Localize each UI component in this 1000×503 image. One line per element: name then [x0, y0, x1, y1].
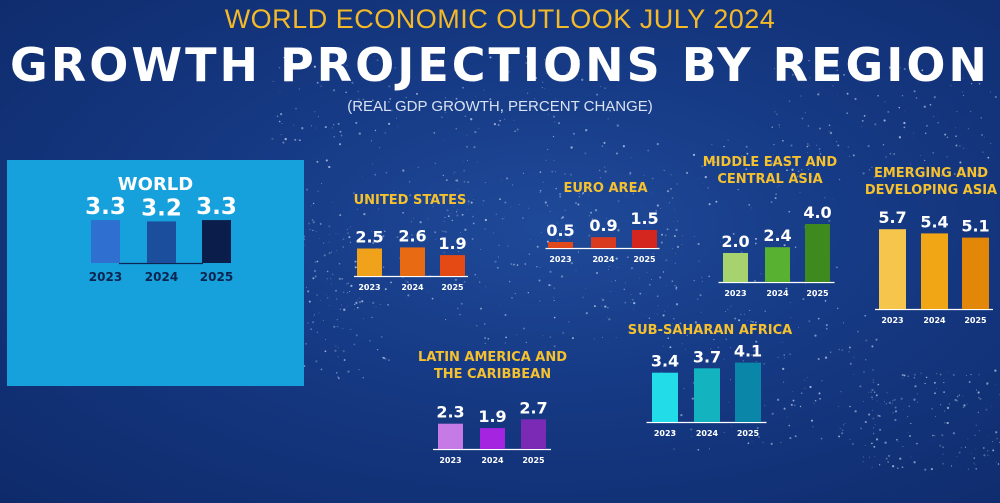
data-label-2023: 0.5	[546, 221, 574, 240]
data-label-2023: 2.0	[721, 232, 749, 251]
category-label-2024: 2024	[696, 429, 719, 438]
category-label-2025: 2025	[737, 429, 760, 438]
bar-2023	[357, 248, 382, 276]
bar-2025	[440, 255, 465, 276]
bar-2025	[735, 362, 761, 422]
category-label-2025: 2025	[522, 456, 545, 465]
data-label-2025: 4.1	[734, 342, 762, 361]
chart-title-euro-area: EURO AREA	[563, 181, 648, 196]
category-label-2023: 2023	[439, 456, 461, 465]
category-label-2025: 2025	[964, 316, 987, 325]
data-label-2024: 2.4	[763, 226, 791, 245]
category-label-2024: 2024	[401, 283, 424, 292]
panel-middle-east-central-asia: MIDDLE EAST AND CENTRAL ASIA 2.0 2023 2.4 2…	[695, 152, 845, 298]
category-label-2023: 2023	[654, 429, 676, 438]
chart-world: 3.3 2023 3.2 2024 3.3 2025	[85, 194, 237, 284]
panel-latin-america-caribbean: LATIN AMERICA AND THE CARIBBEAN 2.3 2023 1…	[415, 347, 570, 467]
bar-2023	[652, 372, 678, 422]
chart-latin-america-caribbean: 2.3 2023 1.9 2024 2.7 2025	[433, 398, 551, 465]
data-label-2025: 1.5	[630, 209, 658, 228]
bar-2023	[879, 229, 906, 309]
panel-sub-saharan-africa: SUB-SAHARAN AFRICA 3.4 2023 3.7 2024 4.1 2025	[620, 320, 800, 440]
panel-euro-area: EURO AREA 0.5 2023 0.9 2024 1.5 2025	[538, 178, 673, 268]
category-label-2025: 2025	[441, 283, 464, 292]
chart-title-world: WORLD	[117, 174, 194, 195]
bar-2023	[723, 253, 748, 282]
world-panel: WORLD 3.3 2023 3.2 2024 3.3 2025	[7, 160, 304, 386]
bar-2024	[147, 221, 176, 263]
chart-title-latin-america-caribbean: LATIN AMERICA AND THE CARIBBEAN	[417, 350, 568, 382]
category-label-2024: 2024	[923, 316, 946, 325]
data-label-2023: 5.7	[878, 208, 906, 227]
bar-2024	[480, 428, 505, 449]
category-label-2024: 2024	[481, 456, 504, 465]
data-label-2025: 4.0	[803, 203, 831, 222]
chart-title-united-states: UNITED STATES	[353, 193, 467, 208]
bar-2025	[962, 237, 989, 309]
chart-united-states: 2.5 2023 2.6 2024 1.9 2025	[354, 226, 468, 292]
bar-2024	[765, 247, 790, 282]
data-label-2023: 3.4	[651, 352, 679, 371]
data-label-2024: 2.6	[398, 226, 426, 245]
bar-2025	[805, 224, 830, 282]
category-label-2025: 2025	[806, 289, 829, 298]
chart-middle-east-central-asia: 2.0 2023 2.4 2024 4.0 2025	[718, 203, 835, 298]
page-title: GROWTH PROJECTIONS BY REGION	[10, 38, 990, 92]
chart-emerging-developing-asia: 5.7 2023 5.4 2024 5.1 2025	[875, 208, 993, 325]
bar-2023	[438, 423, 463, 449]
data-label-2024: 3.2	[141, 195, 182, 221]
category-label-2023: 2023	[89, 270, 122, 284]
bar-2023	[91, 220, 120, 263]
report-title: WORLD ECONOMIC OUTLOOK JULY 2024	[224, 4, 776, 34]
data-label-2024: 0.9	[589, 216, 617, 235]
data-label-2024: 1.9	[478, 407, 506, 426]
data-label-2025: 3.3	[196, 194, 237, 220]
category-label-2024: 2024	[592, 255, 615, 264]
page-subtitle: (REAL GDP GROWTH, PERCENT CHANGE)	[347, 98, 653, 115]
chart-title-sub-saharan-africa: SUB-SAHARAN AFRICA	[627, 323, 793, 338]
bar-2025	[632, 230, 657, 248]
bar-2024	[591, 237, 616, 248]
panel-emerging-developing-asia: EMERGING AND DEVELOPING ASIA 5.7 2023 5.4 2…	[862, 163, 1000, 325]
category-label-2023: 2023	[358, 283, 380, 292]
bar-2025	[202, 220, 231, 263]
data-label-2023: 2.3	[436, 403, 464, 422]
category-label-2025: 2025	[633, 255, 656, 264]
category-label-2023: 2023	[724, 289, 746, 298]
data-label-2025: 5.1	[961, 217, 989, 236]
bar-2024	[921, 233, 948, 309]
bar-2025	[521, 419, 546, 449]
data-label-2024: 3.7	[693, 347, 721, 366]
data-label-2025: 2.7	[519, 398, 547, 417]
bar-2024	[694, 368, 720, 422]
category-label-2023: 2023	[549, 255, 571, 264]
chart-sub-saharan-africa: 3.4 2023 3.7 2024 4.1 2025	[646, 342, 767, 438]
category-label-2024: 2024	[145, 270, 178, 284]
category-label-2024: 2024	[766, 289, 789, 298]
category-label-2023: 2023	[881, 316, 903, 325]
data-label-2023: 2.5	[355, 228, 383, 247]
category-label-2025: 2025	[200, 270, 233, 284]
bar-2024	[400, 247, 425, 276]
chart-title-middle-east-central-asia: MIDDLE EAST AND CENTRAL ASIA	[702, 155, 838, 187]
bar-2023	[548, 242, 573, 248]
panel-united-states: UNITED STATES 2.5 2023 2.6 2024 1.9 2025	[340, 190, 480, 300]
data-label-2024: 5.4	[920, 212, 948, 231]
data-label-2023: 3.3	[85, 194, 126, 220]
chart-title-emerging-developing-asia: EMERGING AND DEVELOPING ASIA	[864, 166, 998, 198]
chart-euro-area: 0.5 2023 0.9 2024 1.5 2025	[545, 209, 660, 264]
data-label-2025: 1.9	[438, 234, 466, 253]
